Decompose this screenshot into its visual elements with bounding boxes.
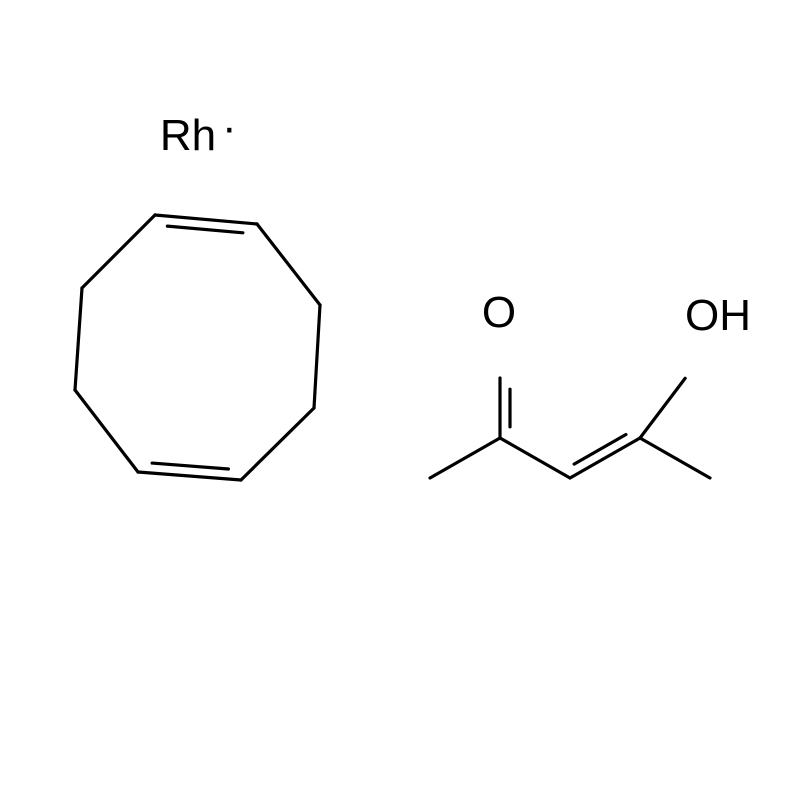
bonds-layer — [75, 215, 710, 480]
label-oh: OH — [685, 291, 751, 340]
label-rh-dot: · — [222, 103, 237, 152]
label-o-ketone: O — [482, 288, 516, 337]
label-rh: Rh — [160, 111, 216, 160]
molecule-diagram: Rh· O OH — [0, 0, 800, 800]
labels-layer: Rh· O OH — [160, 103, 751, 340]
